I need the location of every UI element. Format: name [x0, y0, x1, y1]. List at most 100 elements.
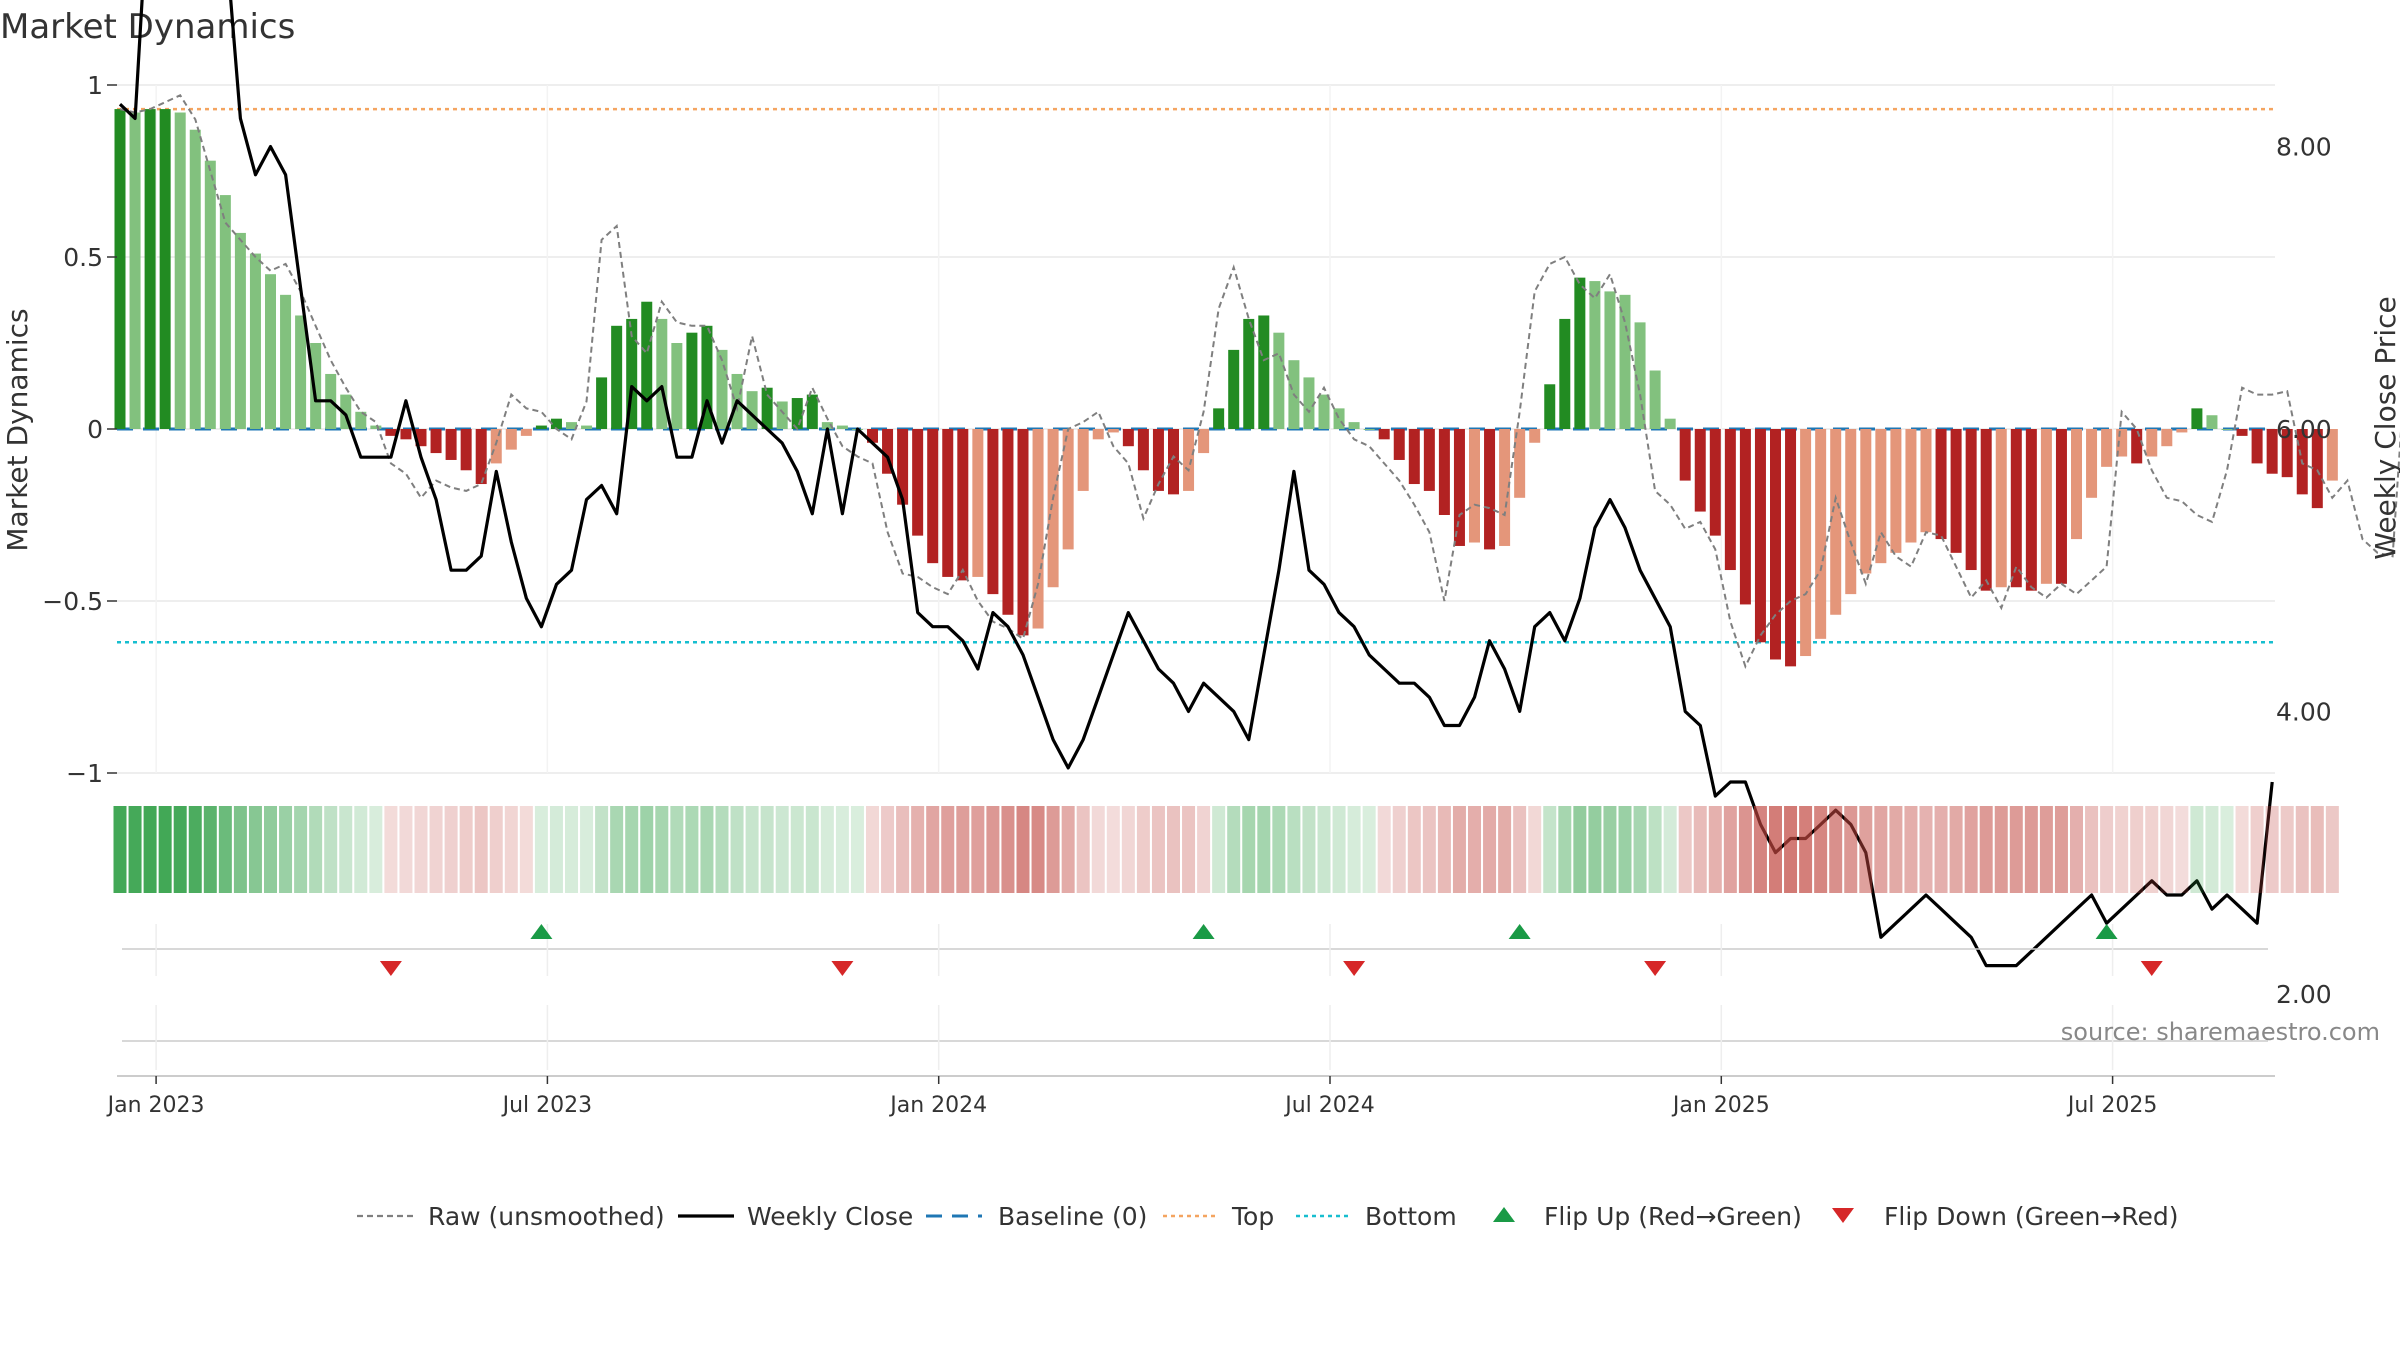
- y2-tick-label: 4.00: [2276, 697, 2332, 726]
- heat-strip-cell: [1136, 806, 1150, 893]
- dynamics-bar: [1905, 429, 1917, 543]
- dynamics-bar: [566, 422, 577, 429]
- axes: 10.50−0.5−110.008.006.004.002.00: [42, 71, 2332, 1009]
- heat-strip-cell: [1769, 806, 1782, 893]
- heat-strip-cell: [1377, 806, 1391, 893]
- heat-strip-cell: [1753, 806, 1767, 893]
- dynamics-bar: [2025, 429, 2037, 591]
- dynamics-bar: [1694, 429, 1706, 512]
- dynamics-bar: [701, 325, 713, 429]
- heat-strip-cell: [309, 806, 323, 893]
- heat-strip-cell: [1227, 806, 1241, 893]
- dynamics-bar: [2086, 429, 2098, 498]
- y-tick-label: 0.5: [63, 243, 103, 272]
- dynamics-bar: [280, 294, 292, 429]
- heat-strip-cell: [911, 806, 925, 893]
- dynamics-bar: [1514, 429, 1526, 498]
- dynamics-bar: [1484, 429, 1496, 550]
- y2-tick-label: 2.00: [2276, 980, 2332, 1009]
- heat-strip-cell: [2145, 806, 2159, 893]
- dynamics-bar: [1243, 318, 1255, 429]
- heat-strip-cell: [1257, 806, 1271, 893]
- heat-strip-cell: [655, 806, 669, 893]
- dynamics-bar: [942, 429, 954, 577]
- heat-strip-cell: [640, 806, 654, 893]
- legend-swatch-flip-up: [1493, 1207, 1515, 1222]
- x-axis: Jan 2023 Jul 2023 Jan 2024 Jul 2024 Jan 2025…: [106, 1075, 2275, 1118]
- dynamics-bar: [1815, 429, 1827, 639]
- dynamics-bar: [671, 343, 683, 429]
- dynamics-bar: [2176, 429, 2188, 433]
- heat-strip-cell: [519, 806, 533, 893]
- flip-down-marker: [2140, 961, 2163, 976]
- dynamics-bar: [2251, 429, 2263, 464]
- raw-unsmoothed-line: [119, 94, 2400, 670]
- legend-swatch-flip-down: [1832, 1208, 1854, 1223]
- heat-strip-cell: [2235, 806, 2249, 893]
- dynamics-bar: [189, 129, 201, 429]
- heat-strip-cell: [956, 806, 970, 893]
- heat-strip-cell: [1738, 806, 1752, 893]
- dynamics-bar: [2161, 429, 2173, 447]
- dynamics-bar: [340, 394, 352, 429]
- dynamics-bar: [490, 429, 502, 464]
- dynamics-bar: [1770, 429, 1781, 660]
- dynamics-bar: [882, 429, 894, 474]
- heat-strip-cell: [1016, 806, 1030, 893]
- dynamics-bar: [1785, 429, 1797, 667]
- dynamics-bar: [596, 377, 608, 429]
- dynamics-bar: [1589, 281, 1601, 429]
- dynamics-bar: [385, 429, 397, 436]
- dynamics-bar: [611, 325, 623, 429]
- dynamics-bar: [2191, 408, 2203, 429]
- heat-strip-cell: [203, 806, 217, 893]
- y2-tick-label: 6.00: [2276, 415, 2332, 444]
- heat-strip-cell: [1663, 806, 1677, 893]
- dynamics-bars: [114, 109, 2338, 667]
- heat-strip-cell: [1648, 806, 1662, 893]
- heat-strip-cell: [1874, 806, 1888, 893]
- heat-strip-cell: [1242, 806, 1256, 893]
- heat-strip-cell: [534, 806, 548, 893]
- heat-strip-cell: [1362, 806, 1376, 893]
- heat-strip-cell: [1859, 806, 1873, 893]
- heat-strip-cell: [1618, 806, 1632, 893]
- legend-label-flip_up: Flip Up (Red→Green): [1544, 1202, 1802, 1231]
- dynamics-bar: [867, 429, 878, 443]
- heat-strip-cell: [549, 806, 563, 893]
- dynamics-bar: [1393, 429, 1405, 460]
- heat-strip-cell: [1588, 806, 1602, 893]
- heat-strip-cell: [1422, 806, 1436, 893]
- heat-strip-cell: [1106, 806, 1120, 893]
- heat-strip-cell: [384, 806, 398, 893]
- heat-strip-cell: [700, 806, 714, 893]
- heat-strip-cell: [504, 806, 518, 893]
- dynamics-bar: [1860, 429, 1872, 574]
- price-lines: [118, 0, 2400, 968]
- heat-strip-cell: [1528, 806, 1542, 893]
- y2-axis-label: Weekly Close Price: [2369, 296, 2400, 559]
- heat-strip-cell: [1994, 806, 2008, 893]
- reference-lines: [117, 107, 2275, 644]
- heat-strip-cell: [188, 806, 202, 893]
- heat-strip-cell: [1046, 806, 1060, 893]
- dynamics-bar: [836, 425, 848, 429]
- heat-strip-cell: [790, 806, 804, 893]
- dynamics-bar: [415, 429, 427, 447]
- dynamics-bar: [129, 112, 141, 430]
- heat-strip-cell: [1799, 806, 1813, 893]
- dynamics-bar: [2116, 429, 2128, 457]
- heat-strip-cell: [580, 806, 594, 893]
- dynamics-bar: [2326, 429, 2338, 481]
- dynamics-bar: [2206, 415, 2218, 429]
- flip-down-marker: [1343, 961, 1366, 976]
- dynamics-bar: [1047, 429, 1059, 588]
- dynamics-bar: [1830, 429, 1842, 615]
- heat-strip-cell: [1483, 806, 1497, 893]
- heat-strip-cell: [2160, 806, 2174, 893]
- heat-strip-cell: [625, 806, 639, 893]
- dynamics-bar: [1800, 429, 1812, 657]
- legend-label-flip_down: Flip Down (Green→Red): [1884, 1202, 2179, 1231]
- flip-markers-panel: [122, 924, 2268, 976]
- heat-strip-cell: [1317, 806, 1331, 893]
